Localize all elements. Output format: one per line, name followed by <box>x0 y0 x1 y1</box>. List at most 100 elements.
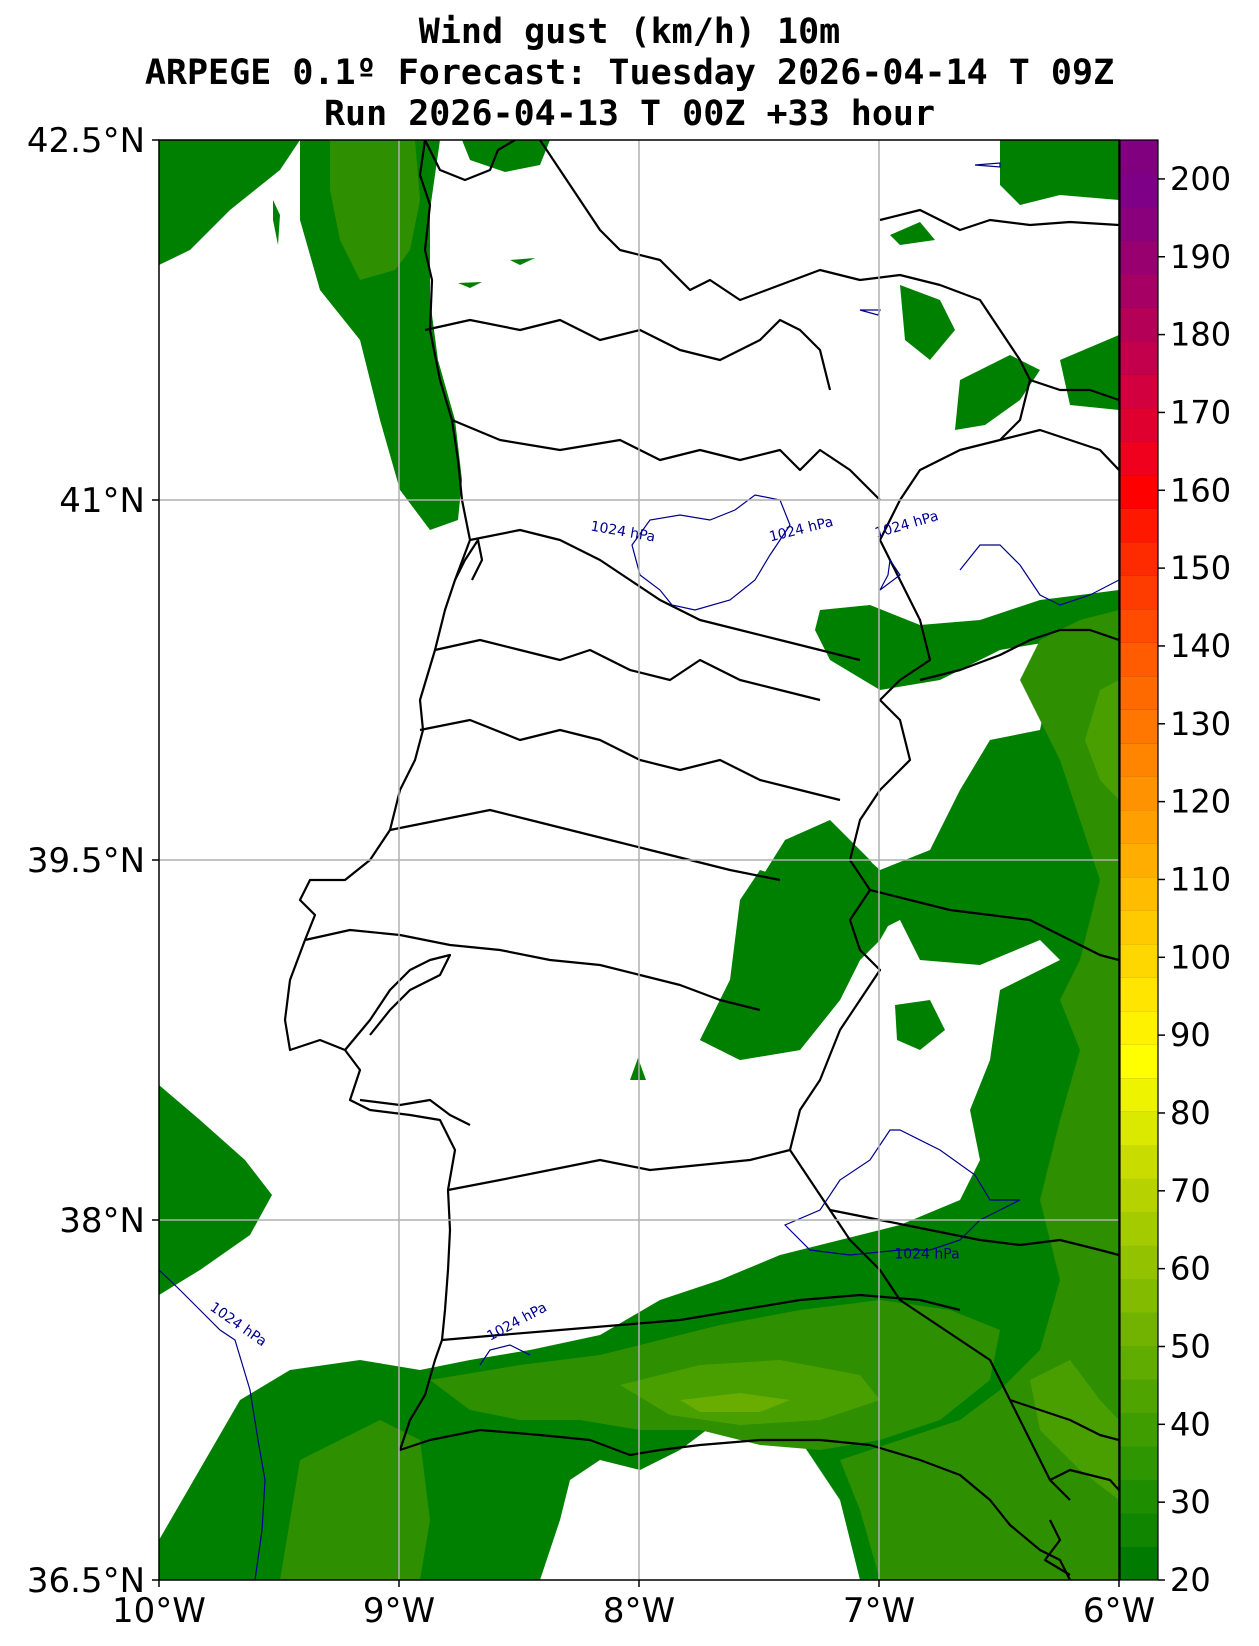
latitude-labels: 42.5°N 41°N 39.5°N 38°N 36.5°N <box>27 121 159 1601</box>
chart-title-line-3: Run 2026-04-13 T 00Z +33 hour <box>323 94 936 134</box>
wind-area-west-offshore <box>159 1085 272 1295</box>
colorbar-tick-label: 130 <box>1170 705 1231 743</box>
colorbar-tick-label: 40 <box>1170 1405 1211 1443</box>
colorbar-segment <box>1120 1111 1158 1146</box>
wind-area-ne-blob <box>900 285 955 360</box>
colorbar-segment <box>1120 575 1158 610</box>
colorbar-segment <box>1120 977 1158 1012</box>
isobar-north <box>631 494 791 611</box>
colorbar-segment <box>1120 1077 1158 1112</box>
wind-area-central-east <box>700 820 900 1060</box>
colorbar-segment <box>1120 441 1158 476</box>
spain-inner-border-5 <box>869 888 1119 962</box>
colorbar-segment <box>1120 642 1158 677</box>
lat-tick-label: 41°N <box>59 481 145 521</box>
lat-tick-label: 38°N <box>59 1201 145 1241</box>
isobar-northeast <box>974 162 1001 168</box>
spain-inner-border-1 <box>879 208 1119 232</box>
wind-area-north-strip <box>462 140 550 172</box>
chart-title-line-2: ARPEGE 0.1º Forecast: Tuesday 2026-04-14… <box>144 53 1115 93</box>
colorbar-segment <box>1120 776 1158 811</box>
colorbar-segment <box>1120 307 1158 342</box>
gibraltar-area <box>1043 1519 1071 1576</box>
estuary-aveiro <box>454 538 484 581</box>
colorbar <box>1119 139 1159 1581</box>
spain-inner-border-2 <box>1029 378 1119 402</box>
colorbar-segment <box>1120 1412 1158 1447</box>
chart-title-line-1: Wind gust (km/h) 10m <box>418 12 841 52</box>
colorbar-segment <box>1120 407 1158 442</box>
lat-tick-label: 42.5°N <box>27 121 145 161</box>
lat-tick-label: 36.5°N <box>27 1561 145 1601</box>
wind-area-east-lower-core <box>1030 1360 1119 1500</box>
wind-area-spot-5 <box>458 282 482 288</box>
colorbar-segment <box>1120 1044 1158 1079</box>
spain-inner-border-6 <box>829 1208 1119 1257</box>
wind-area-ne-small <box>890 222 935 245</box>
colorbar-segment <box>1120 240 1158 275</box>
colorbar-segment <box>1120 1010 1158 1045</box>
colorbar-tick-label: 160 <box>1170 471 1231 509</box>
isobar-east-2 <box>959 544 1119 606</box>
wind-area-spot-3 <box>273 200 280 245</box>
wind-area-north-offshore-core <box>330 140 420 280</box>
isobars-1024 <box>159 162 1119 1580</box>
wind-area-spot-1 <box>630 1058 646 1080</box>
colorbar-tick-label: 30 <box>1170 1483 1211 1521</box>
portugal-coastline <box>283 140 1071 1580</box>
colorbar-segment <box>1120 1446 1158 1481</box>
estuary-sado <box>359 1098 471 1126</box>
colorbar-tick-label: 110 <box>1170 860 1231 898</box>
wind-area-northeast-top <box>1000 140 1119 205</box>
colorbar-segment <box>1120 1245 1158 1280</box>
colorbar-tick-label: 190 <box>1170 238 1231 276</box>
region-border-9 <box>441 1293 961 1342</box>
colorbar-segment <box>1120 910 1158 945</box>
isobar-south <box>479 1344 531 1366</box>
colorbar-segment <box>1120 943 1158 978</box>
region-border-6 <box>389 808 781 882</box>
colorbar-segment <box>1120 340 1158 375</box>
wind-area-south-level3 <box>620 1360 880 1425</box>
region-border-5 <box>419 718 841 802</box>
colorbar-segment <box>1120 173 1158 208</box>
lon-tick-label: 8°W <box>603 1591 675 1631</box>
colorbar-segment <box>1120 608 1158 643</box>
colorbar-segment <box>1120 1211 1158 1246</box>
lon-tick-label: 9°W <box>363 1591 435 1631</box>
region-border-2 <box>451 418 881 501</box>
colorbar-segment <box>1120 742 1158 777</box>
colorbar-tick-label: 70 <box>1170 1172 1211 1210</box>
colorbar-segment <box>1120 809 1158 844</box>
colorbar-frame <box>1119 139 1159 1581</box>
colorbar-tick-label: 120 <box>1170 783 1231 821</box>
wind-area-east-core <box>1085 680 1119 800</box>
spain-inner-border-7 <box>1009 1398 1119 1442</box>
colorbar-segment <box>1120 1312 1158 1347</box>
colorbar-segment <box>1120 206 1158 241</box>
colorbar-segment <box>1120 876 1158 911</box>
colorbar-tick-label: 90 <box>1170 1016 1211 1054</box>
colorbar-segment <box>1120 508 1158 543</box>
colorbar-tick-label: 170 <box>1170 393 1231 431</box>
colorbar-segment <box>1120 1513 1158 1548</box>
colorbar-segment <box>1120 1379 1158 1414</box>
colorbar-segment <box>1120 140 1158 174</box>
region-border-4 <box>434 638 821 702</box>
spain-inner-border-3 <box>999 428 1119 471</box>
wind-area-spot-4 <box>510 258 535 265</box>
wind-area-ne-blob-2 <box>955 355 1040 430</box>
colorbar-tick-label: 50 <box>1170 1327 1211 1365</box>
wind-area-northwest-corner <box>159 140 300 265</box>
colorbar-tick-label: 20 <box>1170 1561 1211 1599</box>
lon-tick-label: 6°W <box>1083 1591 1155 1631</box>
isobar-east-1 <box>879 558 901 591</box>
estuary-tejo <box>344 953 452 1051</box>
colorbar-segment <box>1120 1479 1158 1514</box>
colorbar-tick-label: 150 <box>1170 549 1231 587</box>
spain-portugal-border-north <box>539 140 1031 381</box>
colorbar-tick-label: 140 <box>1170 627 1231 665</box>
north-border-minho <box>424 140 516 182</box>
gridlines <box>159 140 1119 1580</box>
colorbar-segment <box>1120 541 1158 576</box>
